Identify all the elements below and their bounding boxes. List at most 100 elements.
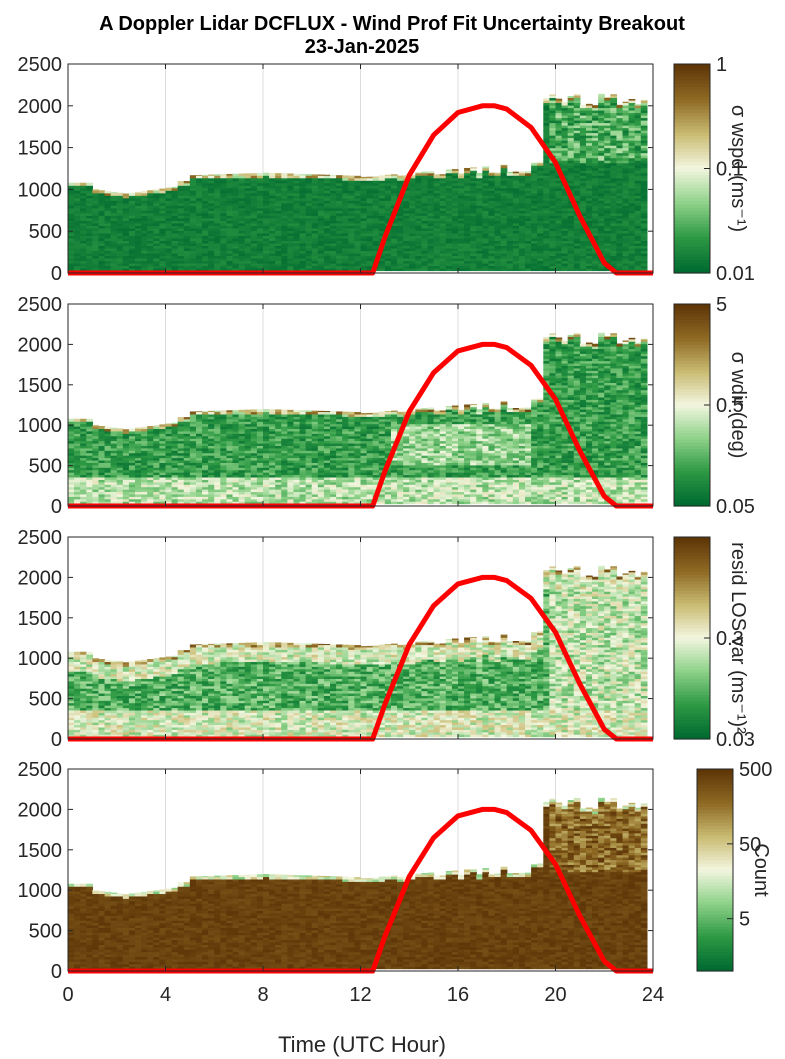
heatmap-cell: [135, 428, 142, 429]
heatmap-cell: [233, 174, 240, 176]
heatmap-cell: [318, 175, 325, 176]
heatmap-cell: [330, 175, 337, 176]
heatmap-cell: [105, 191, 112, 193]
heatmap-cell: [196, 175, 203, 176]
heatmap-cell: [629, 99, 636, 101]
heatmap-cell: [166, 188, 173, 191]
heatmap-cell: [92, 425, 99, 426]
heatmap-cell: [361, 177, 368, 178]
colorbar-label: σ wspd (ms⁻¹): [727, 105, 749, 232]
figure-title: A Doppler Lidar DCFLUX - Wind Prof Fit U…: [99, 13, 685, 35]
heatmap-cell: [117, 428, 124, 431]
y-tick-label: 500: [29, 221, 62, 243]
colorbar-1: 10.10.01σ wspd (ms⁻¹): [674, 54, 755, 285]
heatmap-cell: [610, 94, 617, 95]
heatmap-cell: [324, 175, 331, 176]
heatmap-cell: [153, 189, 160, 190]
heatmap-cell: [123, 429, 130, 431]
colorbar-tick-label: 1: [716, 54, 727, 76]
heatmap-cell: [373, 176, 380, 178]
heatmap-cell: [129, 428, 136, 431]
heatmap-cell: [159, 424, 166, 426]
heatmap-cell: [385, 175, 392, 176]
heatmap-cell: [184, 181, 191, 183]
heatmap-cell: [111, 428, 118, 429]
heatmap-cell: [135, 192, 142, 193]
heatmap-cell: [580, 105, 587, 106]
heatmap-cell: [190, 411, 197, 414]
heatmap-cell: [86, 183, 93, 186]
heatmap-cell: [434, 174, 441, 175]
heatmap-cell: [263, 173, 270, 176]
heatmap-cell: [501, 165, 508, 166]
heatmap-cell: [275, 173, 282, 176]
heatmap-cell: [635, 104, 642, 105]
heatmap-cell: [208, 175, 215, 176]
heatmap-cell: [269, 173, 276, 176]
heatmap-cell: [74, 183, 81, 186]
heatmap-cell: [117, 193, 124, 196]
y-tick-label: 1500: [18, 138, 63, 160]
heatmap-cell: [214, 174, 221, 175]
panel-2: 05001000150020002500 50.50.05σ wdir (deg): [18, 294, 755, 518]
heatmap-cell: [141, 191, 148, 193]
heatmap-cell: [202, 175, 209, 176]
heatmap-cell: [379, 175, 386, 178]
heatmap-cell: [513, 172, 520, 174]
heatmap-cell: [452, 169, 459, 171]
heatmap-cell: [446, 170, 453, 171]
heatmap-cell: [342, 175, 349, 178]
figure-date: 23-Jan-2025: [305, 36, 420, 58]
heatmap-cell: [367, 177, 374, 179]
heatmap-cell: [476, 173, 483, 176]
heatmap-cell: [80, 183, 87, 186]
heatmap-cell: [92, 189, 99, 190]
heatmap-cell: [245, 173, 252, 175]
heatmap-cell: [397, 176, 404, 179]
heatmap-cell: [464, 168, 471, 171]
heatmap-cell: [287, 174, 294, 176]
heatmap-cell: [86, 419, 93, 422]
heatmap-cell: [68, 183, 75, 186]
heatmap-cell: [281, 173, 288, 175]
heatmap-cell: [172, 423, 179, 424]
heatmap-cell: [519, 171, 526, 173]
heatmap-cell: [178, 181, 185, 183]
heatmap-cell: [98, 190, 105, 193]
heatmap-cell: [623, 102, 630, 103]
heatmap-cell: [147, 190, 154, 193]
heatmap-cell: [549, 95, 556, 96]
heatmap-cell: [458, 174, 465, 176]
heatmap-cell: [105, 427, 112, 429]
heatmap-cell: [184, 417, 191, 419]
heatmap-cell: [123, 194, 130, 196]
heatmap-cell: [220, 174, 227, 176]
heatmap-cell: [196, 411, 203, 412]
heatmap-cell: [159, 189, 166, 191]
heatmap-cell: [111, 192, 118, 193]
heatmap-cell: [470, 167, 477, 168]
heatmap: [68, 94, 648, 271]
heatmap-cell: [415, 172, 422, 173]
heatmap-cell: [178, 417, 185, 419]
heatmap-cell: [604, 97, 611, 98]
heatmap-cell: [616, 105, 623, 106]
y-tick-label: 2000: [18, 96, 63, 118]
heatmap-cell: [568, 96, 575, 98]
y-tick-label: 1000: [18, 179, 63, 201]
heatmap-cell: [68, 419, 75, 422]
heatmap-cell: [166, 424, 173, 427]
heatmap-cell: [488, 172, 495, 173]
heatmap: [68, 333, 648, 504]
heatmap-cell: [354, 176, 361, 178]
heatmap-cell: [300, 174, 307, 176]
heatmap-cell: [141, 427, 148, 429]
heatmap-cell: [592, 105, 599, 108]
heatmap-cell: [80, 419, 87, 422]
heatmap-cell: [312, 174, 319, 175]
heatmap-cell: [598, 94, 605, 96]
heatmap-cell: [562, 102, 569, 103]
y-tick-label: 2500: [18, 54, 63, 76]
heatmap-cell: [574, 94, 581, 96]
